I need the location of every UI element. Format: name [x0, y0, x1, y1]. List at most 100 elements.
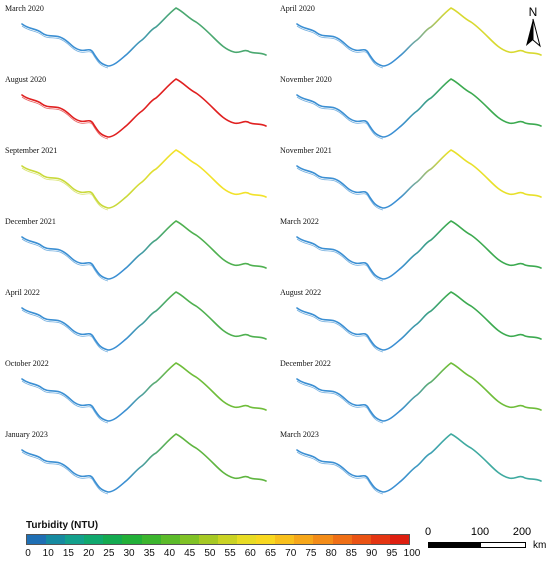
map-panel: March 2023 [275, 426, 550, 497]
river-map [21, 220, 267, 282]
colorbar-segment [351, 535, 371, 544]
river-line [296, 433, 542, 493]
legend-tick-label: 70 [285, 548, 297, 559]
river-bank-line [21, 238, 109, 282]
colorbar-segment [313, 535, 333, 544]
scale-label-0: 0 [424, 526, 432, 538]
map-panel: November 2020 [275, 71, 550, 142]
legend-tick-label: 60 [244, 548, 256, 559]
map-panel: August 2022 [275, 284, 550, 355]
colorbar-segment [389, 535, 409, 544]
river-line [21, 78, 267, 138]
turbidity-colorbar [26, 534, 410, 545]
legend-tick-label: 25 [103, 548, 115, 559]
river-bank-line [21, 309, 109, 353]
panel-date-label: March 2022 [280, 217, 319, 226]
river-map [21, 149, 267, 211]
map-panel: August 2020 [0, 71, 275, 142]
colorbar-segment [27, 535, 47, 544]
scale-bar-black [428, 542, 480, 548]
map-panel: October 2022 [0, 355, 275, 426]
legend-tick-label: 30 [123, 548, 135, 559]
colorbar-segment [370, 535, 390, 544]
legend-ticks: 0 10 15 20 25 30 35 40 45 50 55 60 65 70 75 80 85 90 95 100 [20, 548, 420, 562]
map-panel: September 2021 [0, 142, 275, 213]
river-map [296, 291, 542, 353]
colorbar-segment [46, 535, 66, 544]
legend-tick-label: 40 [163, 548, 176, 559]
panel-date-label: April 2022 [5, 288, 40, 297]
river-map [296, 7, 542, 69]
river-map [21, 362, 267, 424]
legend-tick-label: 0 [25, 548, 31, 559]
colorbar-segment [160, 535, 180, 544]
legend-tick-label: 20 [83, 548, 95, 559]
river-bank-line [21, 96, 109, 140]
legend-tick-label: 15 [62, 548, 74, 559]
colorbar-segment [256, 535, 276, 544]
panel-date-label: November 2020 [280, 75, 332, 84]
colorbar-segment [84, 535, 104, 544]
river-bank-line [21, 25, 109, 69]
legend-tick-label: 80 [325, 548, 337, 559]
legend-tick-label: 95 [386, 548, 398, 559]
river-line [21, 362, 267, 422]
panel-date-label: August 2020 [5, 75, 47, 84]
panel-date-label: November 2021 [280, 146, 332, 155]
legend-tick-label: 100 [403, 548, 421, 559]
panel-date-label: March 2023 [280, 430, 319, 439]
colorbar-segment [332, 535, 352, 544]
river-line [21, 433, 267, 493]
panel-date-label: September 2021 [5, 146, 58, 155]
legend-tick-label: 35 [143, 548, 155, 559]
river-map [21, 433, 267, 495]
river-line [21, 291, 267, 351]
map-panel: January 2023 [0, 426, 275, 497]
panel-date-label: March 2020 [5, 4, 44, 13]
legend-tick-label: 10 [42, 548, 54, 559]
river-line [21, 220, 267, 280]
river-map [296, 433, 542, 495]
river-map [296, 149, 542, 211]
colorbar-segment [122, 535, 142, 544]
map-panel: April 2020 [275, 0, 550, 71]
scale-unit: km [533, 540, 547, 551]
panel-date-label: April 2020 [280, 4, 315, 13]
north-arrow-icon: N [526, 5, 541, 48]
scale-label-200: 200 [512, 526, 532, 538]
river-map [296, 220, 542, 282]
legend-title: Turbidity (NTU) [26, 520, 99, 531]
river-line [296, 7, 542, 67]
legend-tick-label: 75 [305, 548, 317, 559]
colorbar-segment [179, 535, 199, 544]
north-label: N [529, 5, 538, 19]
colorbar-segment [217, 535, 238, 544]
river-map [296, 362, 542, 424]
colorbar-segment [65, 535, 85, 544]
colorbar-segment [294, 535, 314, 544]
river-line [296, 220, 542, 280]
panel-date-label: December 2022 [280, 359, 331, 368]
river-bank-line [21, 451, 109, 495]
river-bank-line [296, 25, 384, 69]
river-bank-line [21, 167, 109, 211]
legend-tick-label: 55 [224, 548, 236, 559]
map-panel: November 2021 [275, 142, 550, 213]
colorbar-segment [141, 535, 161, 544]
colorbar-segment [237, 535, 257, 544]
scale-bar-white [480, 542, 526, 548]
map-panel: December 2022 [275, 355, 550, 426]
legend-tick-label: 90 [366, 548, 378, 559]
scale-bar: 0 100 200 km [424, 526, 546, 566]
map-panel: March 2020 [0, 0, 275, 71]
panel-date-label: January 2023 [5, 430, 48, 439]
river-map [21, 78, 267, 140]
legend-tick-label: 50 [204, 548, 216, 559]
river-bank-line [21, 380, 109, 424]
river-bank-line [296, 380, 384, 424]
river-line [21, 7, 267, 67]
river-bank-line [296, 167, 384, 211]
river-line [296, 362, 542, 422]
panel-date-label: August 2022 [280, 288, 322, 297]
map-panel: March 2022 [275, 213, 550, 284]
